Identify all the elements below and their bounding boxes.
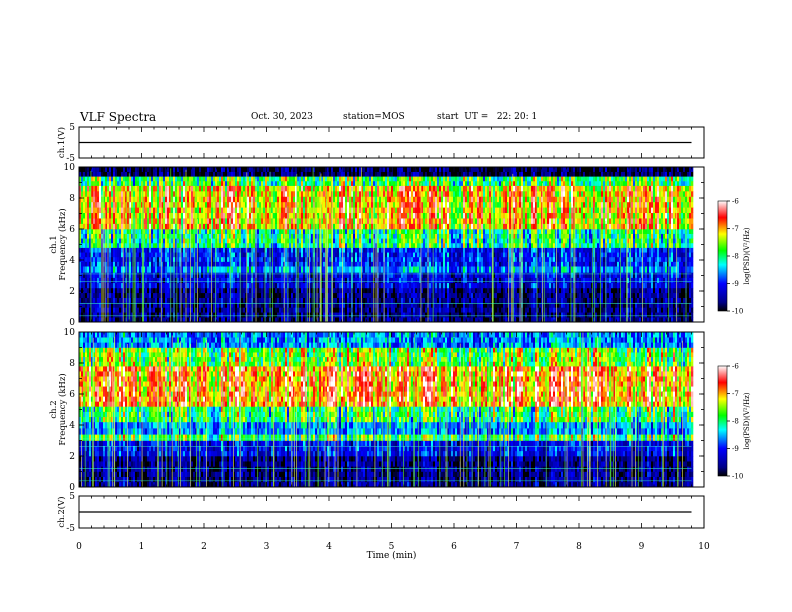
spectrogram-streaks bbox=[79, 332, 692, 487]
x-axis-label: Time (min) bbox=[367, 550, 417, 561]
x-tick-label: 9 bbox=[639, 542, 645, 552]
spectrogram-cells bbox=[79, 167, 694, 323]
y-tick-label: 10 bbox=[64, 163, 76, 173]
y-axis-label: ch.2Frequency (kHz) bbox=[49, 373, 68, 445]
colorbar-tick-label: -10 bbox=[732, 308, 743, 316]
y-axis-label: ch.2(V) bbox=[56, 496, 67, 527]
x-tick-label: 8 bbox=[576, 542, 582, 552]
colorbar-tick-label: -8 bbox=[732, 253, 739, 261]
y-tick-label: -5 bbox=[66, 154, 75, 164]
x-tick-label: 2 bbox=[201, 542, 207, 552]
colorbar-tick-label: -6 bbox=[732, 198, 739, 206]
y-axis-label: ch.1Frequency (kHz) bbox=[49, 208, 68, 280]
x-tick-label: 3 bbox=[264, 542, 270, 552]
colorbar-tick-label: -7 bbox=[732, 390, 739, 398]
y-tick-label: 5 bbox=[69, 123, 75, 133]
y-tick-label: 0 bbox=[69, 483, 75, 493]
y-tick-label: 6 bbox=[69, 225, 75, 235]
y-axis-label: ch.1(V) bbox=[56, 127, 67, 158]
colorbar-label: log(PSD)(V²/Hz) bbox=[743, 392, 751, 449]
date-label: Oct. 30, 2023 bbox=[251, 112, 313, 122]
x-tick-label: 6 bbox=[451, 542, 457, 552]
y-tick-label: 2 bbox=[69, 452, 75, 462]
colorbar-tick-label: -8 bbox=[732, 418, 739, 426]
y-tick-label: 8 bbox=[69, 359, 75, 369]
y-tick-label: 6 bbox=[69, 390, 75, 400]
x-tick-label: 7 bbox=[514, 542, 520, 552]
y-tick-label: 0 bbox=[69, 318, 75, 328]
x-tick-label: 4 bbox=[326, 542, 332, 552]
colorbar-tick-label: -9 bbox=[732, 445, 739, 453]
y-tick-label: 4 bbox=[69, 421, 75, 431]
y-tick-label: 4 bbox=[69, 256, 75, 266]
spectrogram-cells bbox=[79, 332, 694, 488]
colorbar-tick-label: -6 bbox=[732, 363, 739, 371]
ch1-spectrogram bbox=[79, 167, 694, 323]
ch2-spectrogram bbox=[79, 332, 694, 488]
y-tick-label: 5 bbox=[69, 492, 75, 502]
x-tick-label: 1 bbox=[139, 542, 145, 552]
y-tick-label: 10 bbox=[64, 328, 76, 338]
station-label: station=MOS bbox=[343, 112, 405, 122]
colorbar-tick-label: -9 bbox=[732, 280, 739, 288]
colorbar bbox=[717, 365, 728, 477]
chart-title: VLF Spectra bbox=[80, 110, 157, 124]
y-tick-label: -5 bbox=[66, 524, 75, 534]
colorbar-tick-label: -10 bbox=[732, 473, 743, 481]
y-tick-label: 2 bbox=[69, 287, 75, 297]
spectrogram-streaks bbox=[79, 167, 692, 322]
colorbar bbox=[717, 200, 728, 312]
colorbar-label: log(PSD)(V²/Hz) bbox=[743, 227, 751, 284]
colorbar-tick-label: -7 bbox=[732, 225, 739, 233]
x-tick-label: 0 bbox=[76, 542, 82, 552]
start-ut-label: start UT = 22: 20: 1 bbox=[437, 112, 538, 122]
x-tick-label: 5 bbox=[389, 542, 395, 552]
x-tick-label: 10 bbox=[698, 542, 710, 552]
y-tick-label: 8 bbox=[69, 194, 75, 204]
